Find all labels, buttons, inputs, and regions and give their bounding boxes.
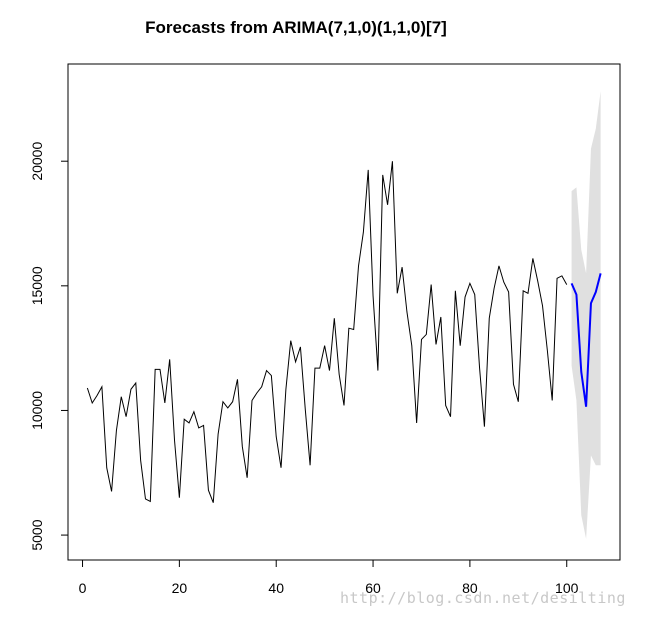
x-tick-label: 20 (172, 580, 188, 596)
forecast-line (570, 273, 602, 407)
y-tick-label: 5000 (29, 519, 45, 550)
prediction-interval-band (571, 91, 601, 539)
chart-title: Forecasts from ARIMA(7,1,0)(1,1,0)[7] (145, 18, 447, 37)
watermark-text: http://blog.csdn.net/desilting (340, 589, 626, 607)
history-line (86, 161, 568, 503)
x-axis: 0 20 40 60 80 100 (79, 559, 579, 596)
x-tick-label: 0 (79, 580, 87, 596)
x-tick-label: 100 (555, 580, 579, 596)
x-tick-label: 60 (365, 580, 381, 596)
x-tick-label: 80 (462, 580, 478, 596)
y-axis: 5000 10000 15000 20000 (29, 142, 69, 551)
interval-95-band (571, 91, 601, 539)
x-tick-label: 40 (268, 580, 284, 596)
y-tick-label: 15000 (29, 266, 45, 305)
series-layer (86, 161, 602, 503)
y-tick-label: 10000 (29, 391, 45, 430)
y-tick-label: 20000 (29, 142, 45, 181)
